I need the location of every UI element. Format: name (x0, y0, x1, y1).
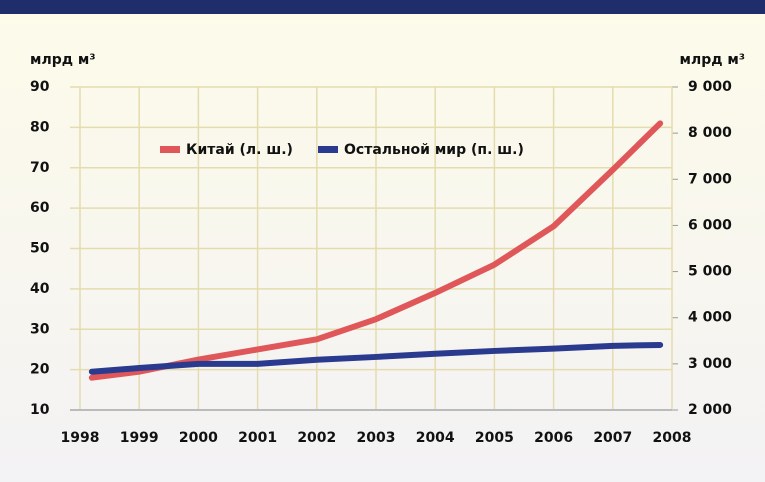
y2-tick-label: 6 000 (688, 217, 732, 233)
x-tick-label: 2007 (593, 430, 632, 446)
legend-label: Китай (л. ш.) (186, 142, 293, 158)
y-tick-label: 60 (30, 200, 50, 216)
y-tick-label: 40 (30, 281, 50, 297)
y-tick-label: 50 (30, 241, 50, 257)
y2-tick-label: 4 000 (688, 310, 732, 326)
y2-axis-label: млрд м³ (680, 52, 745, 68)
y2-tick-label: 9 000 (688, 79, 732, 95)
x-tick-label: 2004 (416, 430, 455, 446)
series-line (88, 341, 664, 375)
y-tick-label: 90 (30, 79, 50, 95)
legend-swatch (160, 146, 180, 153)
y-tick-label: 80 (30, 119, 50, 135)
legend-swatch (318, 146, 338, 153)
y-tick-label: 20 (30, 362, 50, 378)
x-tick-label: 1998 (61, 430, 100, 446)
y-tick-label: 10 (30, 402, 50, 418)
x-tick-label: 2006 (534, 430, 573, 446)
y2-tick-label: 7 000 (688, 171, 732, 187)
x-tick-label: 2000 (179, 430, 218, 446)
x-tick-label: 2005 (475, 430, 514, 446)
y2-tick-label: 3 000 (688, 356, 732, 372)
y-tick-label: 30 (30, 321, 50, 337)
x-tick-label: 1999 (120, 430, 159, 446)
x-tick-label: 2002 (297, 430, 336, 446)
x-tick-label: 2003 (357, 430, 396, 446)
x-tick-label: 2001 (238, 430, 277, 446)
y2-tick-label: 8 000 (688, 125, 732, 141)
y-axis-label: млрд м³ (30, 52, 95, 68)
legend-label: Остальной мир (п. ш.) (344, 142, 524, 158)
x-tick-label: 2008 (653, 430, 692, 446)
y-tick-label: 70 (30, 160, 50, 176)
y2-tick-label: 5 000 (688, 264, 732, 280)
y2-tick-label: 2 000 (688, 402, 732, 418)
top-bar (0, 0, 765, 14)
